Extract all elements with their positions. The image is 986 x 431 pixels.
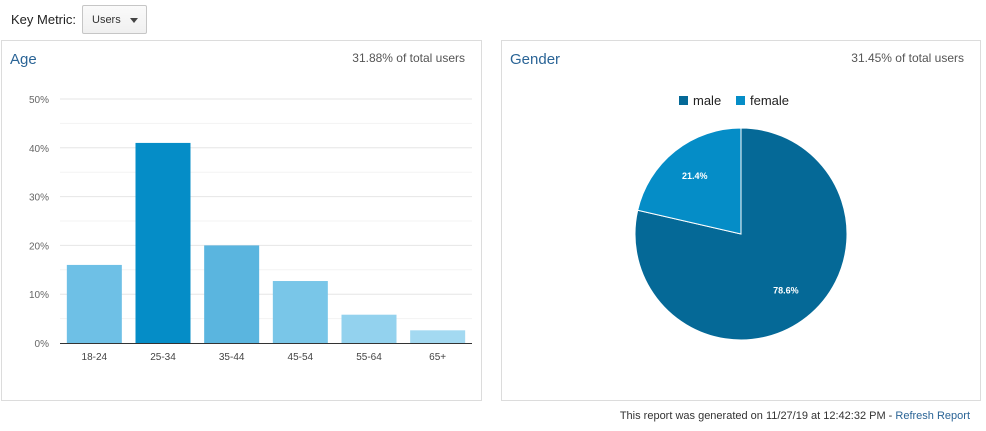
legend-swatch-female <box>736 96 745 105</box>
bar-55-64 <box>341 314 397 343</box>
pie-label-female: 21.4% <box>682 171 708 181</box>
age-subtitle: 31.88% of total users <box>352 51 465 65</box>
footer: This report was generated on 11/27/19 at… <box>620 410 970 422</box>
key-metric-label: Key Metric: <box>11 12 77 27</box>
gender-pie-chart: male female 78.6% 21.4% <box>634 93 848 341</box>
gender-title: Gender <box>510 51 561 68</box>
gender-panel: Gender 31.45% of total users male female 7… <box>501 40 981 401</box>
legend-label-male: male <box>693 93 721 108</box>
age-title: Age <box>10 51 37 68</box>
pie-slice-female <box>637 127 742 235</box>
bar-65+ <box>410 330 466 343</box>
y-tick-label: 40% <box>29 144 49 155</box>
x-tick-label: 65+ <box>429 352 446 363</box>
bar-25-34 <box>135 142 191 343</box>
bar-45-54 <box>272 281 328 343</box>
gender-subtitle: 31.45% of total users <box>851 51 964 65</box>
top-bar: Key Metric: Users <box>0 0 986 40</box>
bar-18-24 <box>66 264 122 343</box>
y-tick-label: 30% <box>29 193 49 204</box>
x-tick-label: 25-34 <box>150 352 176 363</box>
y-tick-label: 50% <box>29 95 49 106</box>
footer-text: This report was generated on 11/27/19 at… <box>619 410 896 422</box>
pie-label-male: 78.6% <box>773 285 799 295</box>
legend-label-female: female <box>750 93 789 108</box>
key-metric-dropdown[interactable]: Users <box>82 5 147 34</box>
x-tick-label: 45-54 <box>288 352 314 363</box>
x-tick-label: 35-44 <box>219 352 245 363</box>
y-tick-label: 0% <box>35 339 50 350</box>
pie-slice-male <box>634 127 848 341</box>
refresh-report-link[interactable]: Refresh Report <box>895 410 970 422</box>
x-tick-label: 55-64 <box>356 352 382 363</box>
y-tick-label: 20% <box>29 241 49 252</box>
y-tick-label: 10% <box>29 290 49 301</box>
age-bar-chart: 0% 10% 20% 30% 40% 50% 18-24 25-34 35-44 45-54 55-… <box>29 95 472 363</box>
key-metric-selected: Users <box>92 14 121 26</box>
bar-35-44 <box>204 245 260 343</box>
age-panel: Age 31.88% of total users 0% 10% 20% 30% 40%… <box>1 40 482 401</box>
x-tick-label: 18-24 <box>82 352 108 363</box>
chevron-down-icon <box>130 18 138 23</box>
legend-swatch-male <box>679 96 688 105</box>
